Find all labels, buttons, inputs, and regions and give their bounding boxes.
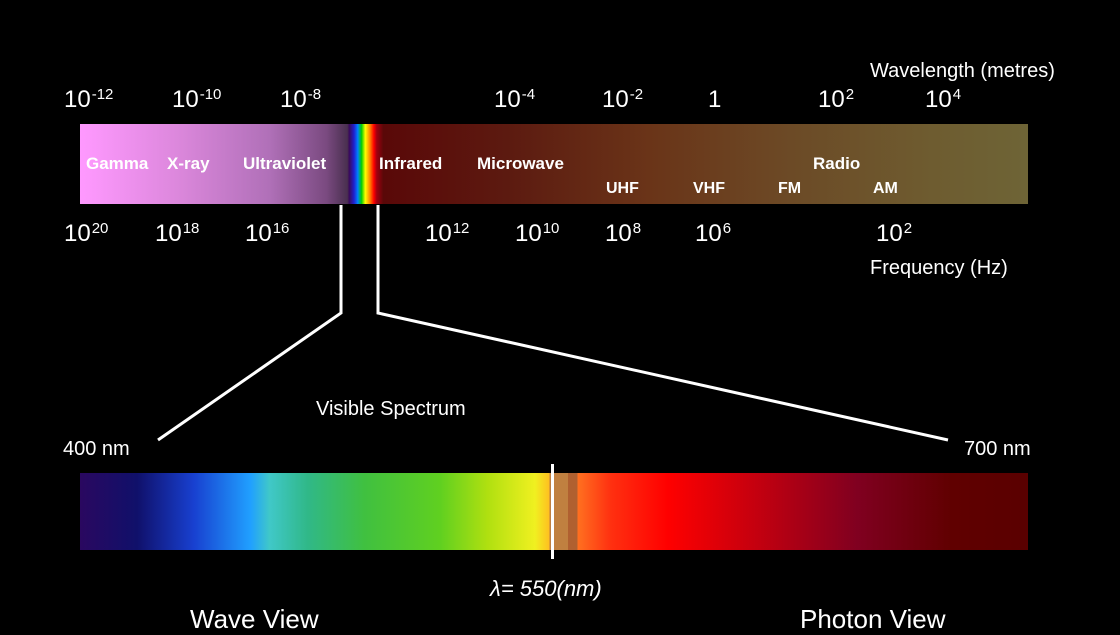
wavelength-tick: 10-10 (172, 86, 222, 113)
band-label-xray: X-ray (167, 154, 210, 173)
band-label-radio: Radio (813, 154, 861, 173)
frequency-tick: 102 (876, 220, 913, 247)
em-spectrum-bar (80, 124, 1028, 204)
wave-view-label: Wave View (190, 604, 319, 634)
frequency-tick: 1010 (515, 220, 560, 247)
right-connector (376, 205, 949, 442)
frequency-tick: 1012 (425, 220, 470, 247)
left-connector (157, 205, 343, 442)
wavelength-tick: 10-4 (494, 86, 536, 113)
wavelength-marker-line (551, 464, 554, 559)
band-label-ultraviolet: Ultraviolet (243, 154, 327, 173)
visible-end-label: 700 nm (964, 438, 1031, 460)
wavelength-tick: 10-2 (602, 86, 644, 113)
wavelength-tick: 10-12 (64, 86, 114, 113)
band-label-microwave: Microwave (477, 154, 564, 173)
frequency-tick: 1020 (64, 220, 109, 247)
wavelength-axis-title: Wavelength (metres) (870, 60, 1055, 82)
subband-label-vhf: VHF (693, 180, 725, 197)
frequency-tick: 1018 (155, 220, 200, 247)
band-label-gamma: Gamma (86, 154, 149, 173)
wavelength-marker-label: λ= 550(nm) (490, 576, 602, 601)
subband-label-am: AM (873, 180, 898, 197)
wavelength-tick: 104 (925, 86, 962, 113)
frequency-tick: 108 (605, 220, 642, 247)
band-label-infrared: Infrared (379, 154, 443, 173)
wavelength-tick: 1 (708, 86, 722, 113)
visible-spectrum-title: Visible Spectrum (316, 398, 466, 420)
frequency-tick: 1016 (245, 220, 290, 247)
frequency-tick: 106 (695, 220, 732, 247)
wavelength-tick: 102 (818, 86, 855, 113)
subband-label-fm: FM (778, 180, 802, 197)
subband-label-uhf: UHF (606, 180, 639, 197)
visible-start-label: 400 nm (63, 438, 130, 460)
frequency-axis-title: Frequency (Hz) (870, 257, 1008, 279)
visible-spectrum-bar (80, 473, 1028, 550)
photon-view-label: Photon View (800, 604, 946, 634)
wavelength-tick: 10-8 (280, 86, 322, 113)
